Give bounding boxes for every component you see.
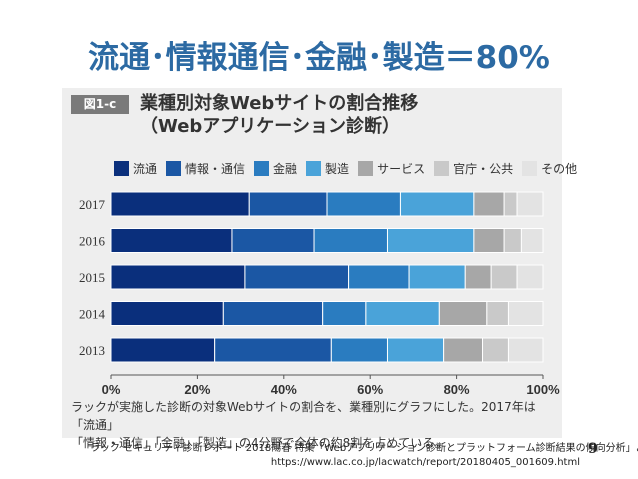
figure-panel: 2017 2016 2015 2014 2013 0% 20% 40% 60% 80% 100% 図… bbox=[62, 88, 577, 450]
bar-segment bbox=[520, 228, 544, 253]
bar-segment bbox=[507, 337, 544, 363]
x-tick-label: 0% bbox=[102, 382, 121, 397]
bar-segment bbox=[438, 301, 488, 326]
bar-segment bbox=[110, 337, 216, 363]
legend-label: サービス bbox=[377, 161, 426, 176]
bar-segment bbox=[322, 301, 367, 326]
x-tick-label: 40% bbox=[271, 382, 297, 397]
legend-swatch bbox=[306, 160, 322, 176]
x-tick-label: 100% bbox=[526, 382, 560, 397]
bar-segment bbox=[386, 337, 445, 363]
bar-segment bbox=[482, 337, 509, 363]
legend-item: 金融 bbox=[254, 160, 297, 177]
stacked-bar-chart: 2017 2016 2015 2014 2013 0% 20% 40% 60% 80% 100% bbox=[79, 191, 560, 397]
bar-segment bbox=[214, 337, 332, 363]
legend-item: サービス bbox=[358, 160, 425, 177]
x-tick-label: 80% bbox=[444, 382, 470, 397]
legend-label: 情報・通信 bbox=[185, 161, 246, 176]
bar-segment bbox=[222, 301, 324, 326]
bar-segment bbox=[486, 301, 509, 326]
x-tick-label: 60% bbox=[357, 382, 383, 397]
figure-tag: 図1-c bbox=[71, 95, 129, 114]
figure-title-line2: （Webアプリケーション診断） bbox=[140, 116, 400, 137]
y-tick-label: 2017 bbox=[79, 197, 106, 212]
y-tick-label: 2016 bbox=[79, 234, 106, 249]
caption-line2: 「情報・通信」「金融」「製造」の4分野で全体の約8割を占めている。 bbox=[71, 436, 447, 450]
legend-swatch bbox=[114, 160, 129, 176]
legend-item: 製造 bbox=[306, 160, 349, 177]
legend-swatch bbox=[166, 160, 182, 176]
x-tick-label: 20% bbox=[184, 382, 210, 397]
y-tick-label: 2013 bbox=[79, 343, 105, 358]
page-headline: 流通･情報通信･金融･製造＝80% bbox=[88, 40, 550, 76]
legend-swatch bbox=[522, 160, 538, 176]
legend-label: 官庁・公共 bbox=[453, 161, 514, 176]
bar-segment bbox=[313, 228, 388, 253]
legend-item: 流通 bbox=[114, 160, 157, 177]
page-number: 9 bbox=[588, 441, 598, 457]
bar-segment bbox=[503, 191, 518, 217]
bar-segment bbox=[473, 191, 505, 217]
legend-swatch bbox=[434, 160, 450, 176]
source-url: https://www.lac.co.jp/lacwatch/report/20… bbox=[270, 457, 580, 468]
legend-item: 情報・通信 bbox=[166, 160, 245, 177]
legend-label: 金融 bbox=[273, 161, 298, 176]
legend-swatch bbox=[358, 160, 374, 176]
chart-legend: 流通 情報・通信 金融 製造 サービス 官庁・公共 その他 bbox=[114, 159, 577, 177]
caption-line1: ラックが実施した診断の対象Webサイトの割合を、業種別にグラフにした。2017年… bbox=[71, 400, 536, 432]
bar-segment bbox=[330, 337, 388, 363]
bar-segment bbox=[110, 191, 250, 217]
bar-segment bbox=[244, 264, 350, 290]
legend-label: 流通 bbox=[133, 161, 158, 176]
bar-segment bbox=[507, 301, 544, 326]
legend-item: 官庁・公共 bbox=[434, 160, 513, 177]
bar-segment bbox=[348, 264, 410, 290]
legend-swatch bbox=[254, 160, 270, 176]
bar-segment bbox=[110, 264, 246, 290]
figure-caption: ラックが実施した診断の対象Webサイトの割合を、業種別にグラフにした。2017年… bbox=[71, 398, 551, 452]
legend-item: その他 bbox=[522, 160, 577, 177]
figure-title: 業種別対象Webサイトの割合推移 （Webアプリケーション診断） bbox=[140, 92, 418, 138]
y-tick-label: 2014 bbox=[79, 307, 106, 322]
legend-label: その他 bbox=[541, 161, 578, 176]
bar-segment bbox=[248, 191, 328, 217]
figure-title-line1: 業種別対象Webサイトの割合推移 bbox=[140, 93, 419, 114]
legend-label: 製造 bbox=[325, 161, 350, 176]
bar-segment bbox=[516, 191, 544, 217]
bar-segment bbox=[365, 301, 440, 326]
bar-segment bbox=[326, 191, 401, 217]
bar-segment bbox=[408, 264, 466, 290]
bar-segment bbox=[490, 264, 518, 290]
bar-segment bbox=[473, 228, 505, 253]
bar-segment bbox=[110, 301, 224, 326]
y-tick-label: 2015 bbox=[79, 270, 105, 285]
bar-segment bbox=[443, 337, 484, 363]
bar-segment bbox=[464, 264, 492, 290]
bar-segment bbox=[516, 264, 544, 290]
bar-segment bbox=[110, 228, 233, 253]
source-citation: ラック セキュリティ診断レポート 2018陽春 特集「Webアプリケーション診断… bbox=[90, 442, 638, 470]
bar-segment bbox=[386, 228, 475, 253]
source-line1: ラック セキュリティ診断レポート 2018陽春 特集「Webアプリケーション診断… bbox=[90, 443, 638, 454]
bar-segment bbox=[503, 228, 522, 253]
bar-segment bbox=[231, 228, 315, 253]
bar-segment bbox=[399, 191, 475, 217]
